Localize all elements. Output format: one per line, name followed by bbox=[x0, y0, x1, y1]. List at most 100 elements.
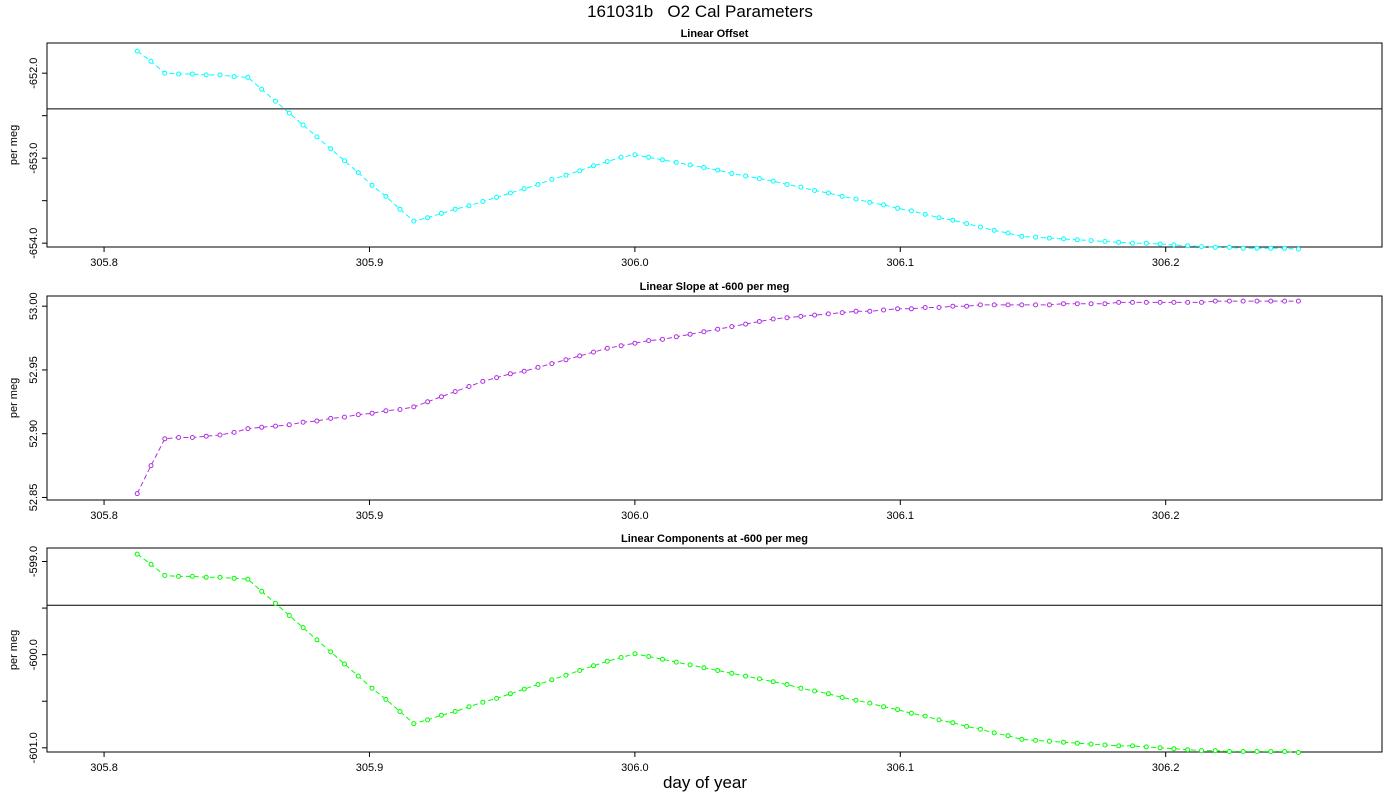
panel-3: Linear Components at -600 per meg 305.8 30… bbox=[8, 533, 1383, 774]
data-point bbox=[770, 316, 776, 322]
panel-title: Linear Components at -600 per meg bbox=[621, 533, 808, 545]
data-point bbox=[591, 349, 596, 355]
data-point bbox=[231, 429, 237, 435]
data-point bbox=[1005, 230, 1011, 236]
data-point bbox=[756, 676, 762, 682]
data-point bbox=[563, 357, 569, 363]
plot-frame bbox=[46, 42, 1383, 248]
y-tick-label: -600.0 bbox=[28, 639, 40, 670]
data-point bbox=[134, 491, 140, 497]
data-point bbox=[1212, 244, 1218, 250]
series-line bbox=[136, 553, 1299, 753]
data-point bbox=[784, 315, 790, 321]
data-point bbox=[756, 319, 762, 324]
data-point bbox=[521, 186, 527, 192]
data-point bbox=[162, 70, 168, 76]
data-point bbox=[383, 193, 389, 199]
data-point bbox=[549, 677, 555, 683]
data-point bbox=[245, 426, 251, 432]
data-point bbox=[1116, 299, 1122, 305]
x-tick-label: 306.0 bbox=[621, 257, 649, 269]
data-point bbox=[673, 334, 679, 340]
data-point bbox=[604, 658, 610, 664]
data-point bbox=[438, 210, 444, 216]
data-point bbox=[507, 190, 513, 196]
data-point bbox=[812, 188, 818, 193]
data-point bbox=[466, 203, 472, 209]
data-point bbox=[1088, 301, 1094, 307]
data-point bbox=[1130, 240, 1135, 246]
data-point bbox=[549, 361, 555, 367]
data-point bbox=[480, 699, 486, 705]
data-point bbox=[770, 679, 776, 685]
data-point bbox=[148, 58, 154, 64]
data-point bbox=[743, 673, 749, 679]
data-point bbox=[1005, 733, 1011, 739]
y-tick-label: -652.0 bbox=[28, 58, 40, 89]
data-point bbox=[1268, 749, 1274, 754]
data-point bbox=[342, 661, 347, 667]
y-tick-label: 52.95 bbox=[28, 356, 40, 384]
data-point bbox=[231, 575, 237, 581]
data-point bbox=[494, 695, 500, 701]
data-point bbox=[1046, 738, 1052, 744]
data-point bbox=[1199, 299, 1204, 305]
x-tick-label: 306.1 bbox=[887, 510, 915, 522]
data-point bbox=[715, 668, 721, 673]
data-point bbox=[452, 389, 458, 395]
data-point bbox=[1005, 302, 1011, 308]
data-point bbox=[784, 682, 790, 687]
data-point bbox=[618, 655, 624, 660]
data-point bbox=[300, 122, 306, 128]
data-point bbox=[591, 163, 596, 169]
x-tick-label: 306.2 bbox=[1152, 510, 1180, 522]
data-point bbox=[369, 182, 375, 188]
data-point bbox=[729, 670, 735, 676]
data-point bbox=[936, 305, 942, 310]
data-point bbox=[203, 574, 209, 580]
y-tick-label: -599.0 bbox=[28, 546, 40, 577]
data-point bbox=[964, 723, 970, 729]
data-point bbox=[895, 205, 901, 211]
data-point bbox=[535, 682, 541, 687]
data-point bbox=[411, 404, 417, 410]
data-point bbox=[1143, 240, 1149, 246]
data-point bbox=[328, 649, 334, 655]
data-point bbox=[1295, 246, 1301, 252]
data-point bbox=[563, 172, 569, 178]
data-point bbox=[977, 302, 983, 308]
data-point bbox=[1282, 749, 1288, 754]
data-point bbox=[176, 435, 182, 440]
data-point bbox=[245, 74, 251, 80]
data-point bbox=[176, 71, 182, 77]
data-point bbox=[673, 659, 679, 665]
data-point bbox=[1282, 245, 1288, 251]
data-point bbox=[1061, 236, 1066, 242]
x-tick-label: 306.0 bbox=[621, 762, 649, 774]
data-point bbox=[577, 353, 583, 359]
data-point bbox=[1171, 242, 1177, 248]
data-point bbox=[300, 419, 306, 425]
data-point bbox=[245, 576, 251, 582]
data-point bbox=[784, 182, 790, 187]
data-point bbox=[1102, 301, 1108, 307]
panel-title: Linear Offset bbox=[681, 28, 749, 40]
data-point bbox=[964, 303, 970, 309]
data-point bbox=[1130, 743, 1135, 749]
x-tick-label: 305.9 bbox=[356, 762, 384, 774]
data-point bbox=[715, 167, 721, 173]
data-point bbox=[798, 685, 804, 691]
x-tick-label: 306.1 bbox=[887, 762, 915, 774]
data-point bbox=[259, 86, 265, 92]
data-point bbox=[798, 184, 804, 190]
data-point bbox=[1157, 241, 1163, 247]
x-tick-label: 305.8 bbox=[90, 257, 118, 269]
data-point bbox=[853, 196, 859, 202]
data-point bbox=[1019, 736, 1025, 742]
data-point bbox=[881, 704, 887, 710]
data-point bbox=[991, 302, 997, 308]
data-point bbox=[176, 573, 182, 579]
data-point bbox=[466, 704, 472, 710]
data-point bbox=[950, 720, 956, 726]
data-point bbox=[259, 588, 265, 594]
